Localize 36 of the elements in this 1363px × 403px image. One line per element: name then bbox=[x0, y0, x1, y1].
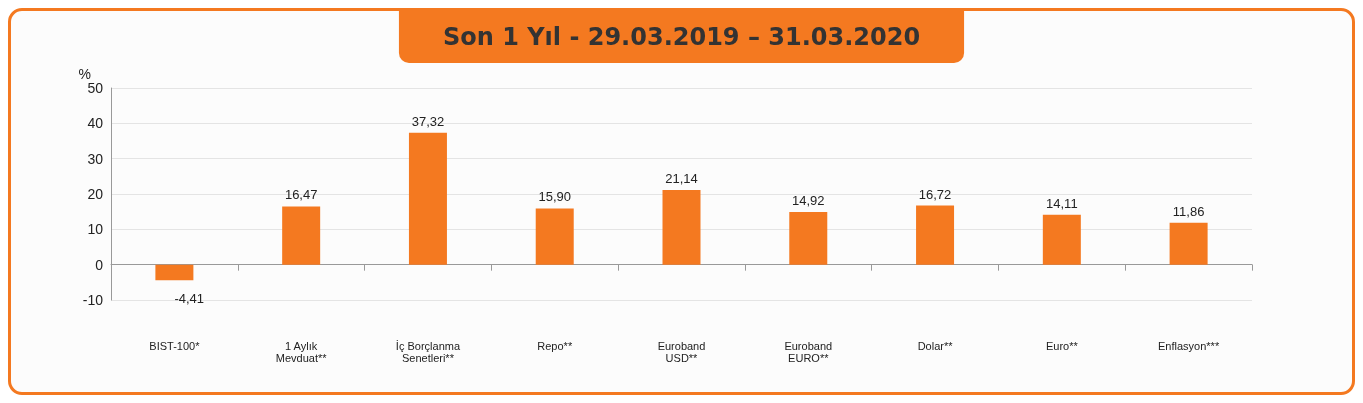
bar bbox=[662, 189, 701, 265]
chart-title: Son 1 Yıl - 29.03.2019 – 31.03.2020 bbox=[442, 23, 921, 51]
x-tick-label: BIST-100* bbox=[149, 340, 201, 352]
x-tick-label: Enflasyon*** bbox=[1158, 340, 1220, 352]
y-tick-label: 0 bbox=[95, 256, 104, 273]
bar bbox=[1042, 214, 1081, 265]
bar bbox=[155, 264, 194, 281]
y-tick-label: 50 bbox=[87, 80, 104, 96]
bar bbox=[789, 211, 828, 265]
y-axis-title: % bbox=[78, 66, 91, 83]
bar bbox=[408, 132, 447, 265]
x-tick-label: Euro** bbox=[1045, 340, 1079, 352]
bar bbox=[282, 206, 321, 265]
y-tick-label: 20 bbox=[87, 186, 104, 202]
data-label: 16,47 bbox=[284, 187, 318, 203]
y-tick-label: 40 bbox=[87, 115, 104, 132]
data-label: 16,72 bbox=[918, 186, 952, 202]
bar bbox=[535, 208, 574, 265]
y-tick-label: 10 bbox=[87, 221, 104, 238]
data-label: -4,41 bbox=[174, 291, 205, 307]
data-label: 37,32 bbox=[411, 113, 445, 129]
data-label: 15,90 bbox=[538, 189, 571, 205]
x-tick-label: Dolar** bbox=[917, 340, 954, 352]
data-label: 14,92 bbox=[792, 192, 825, 208]
y-tick-label: 30 bbox=[87, 150, 104, 167]
y-tick-label: -10 bbox=[82, 292, 104, 308]
x-tick-label: 1 Aylık Mevduat** bbox=[275, 340, 328, 364]
bar bbox=[1169, 222, 1208, 265]
x-tick-label: Repo** bbox=[537, 340, 573, 352]
x-tick-label: İç Borçlanma Senetleri** bbox=[395, 340, 461, 364]
data-label: 14,11 bbox=[1046, 195, 1078, 211]
bar bbox=[916, 205, 955, 265]
x-tick-label: Euroband USD** bbox=[657, 340, 706, 364]
x-tick-label: Euroband EURO** bbox=[784, 340, 833, 364]
data-label: 11,86 bbox=[1172, 203, 1205, 219]
data-label: 21,14 bbox=[665, 170, 698, 186]
